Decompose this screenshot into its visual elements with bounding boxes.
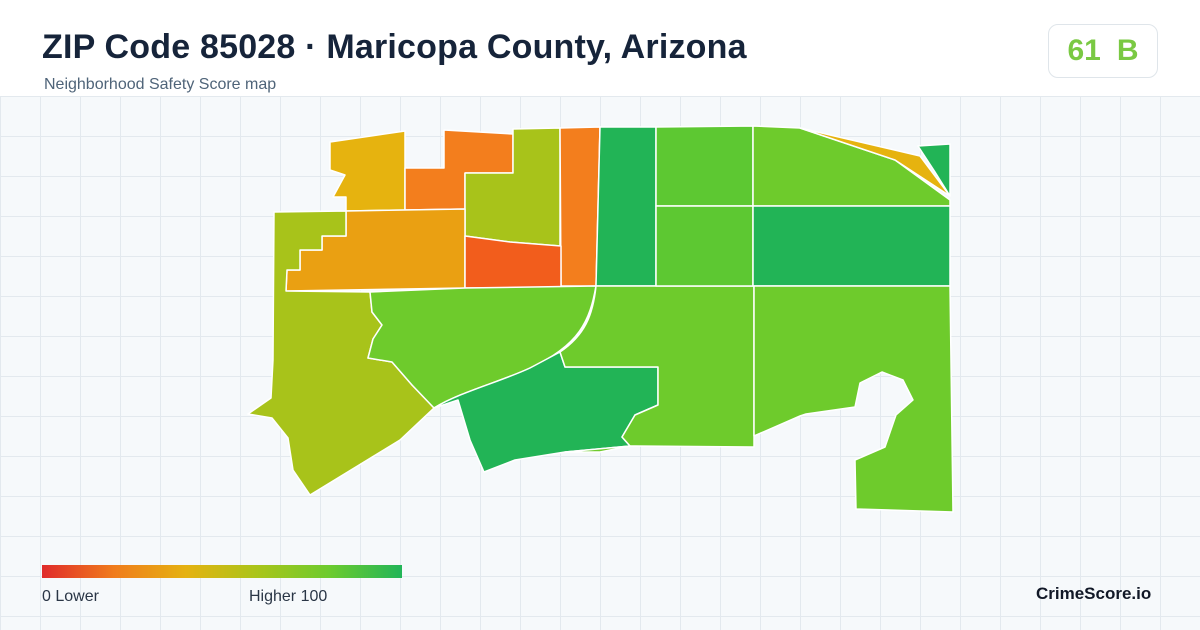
score-grade: B bbox=[1116, 34, 1139, 67]
legend-low-label: 0 Lower bbox=[42, 588, 99, 605]
score-value: 61 bbox=[1067, 34, 1101, 67]
neighborhood-region[interactable] bbox=[655, 205, 754, 287]
neighborhood-region[interactable] bbox=[564, 445, 631, 453]
neighborhood-region[interactable] bbox=[559, 285, 755, 448]
brand-logo-text[interactable]: CrimeScore.io bbox=[1036, 584, 1152, 603]
neighborhood-region[interactable] bbox=[464, 235, 562, 289]
neighborhood-region[interactable] bbox=[559, 126, 601, 287]
safety-score-badge: 61 B bbox=[1048, 24, 1158, 78]
neighborhood-region[interactable] bbox=[655, 125, 754, 207]
page-subtitle: Neighborhood Safety Score map bbox=[44, 76, 277, 93]
neighborhood-region[interactable] bbox=[595, 126, 657, 287]
legend-high-label: Higher 100 bbox=[249, 588, 328, 605]
legend-gradient-bar bbox=[42, 565, 402, 578]
neighborhood-region[interactable] bbox=[753, 285, 954, 513]
neighborhood-region[interactable] bbox=[752, 205, 951, 287]
header-bar: ZIP Code 85028 · Maricopa County, Arizon… bbox=[0, 0, 1200, 96]
neighborhood-region[interactable] bbox=[917, 143, 951, 197]
page-title: ZIP Code 85028 · Maricopa County, Arizon… bbox=[42, 28, 747, 66]
neighborhood-region[interactable] bbox=[329, 130, 406, 212]
neighborhood-region[interactable] bbox=[433, 351, 659, 473]
